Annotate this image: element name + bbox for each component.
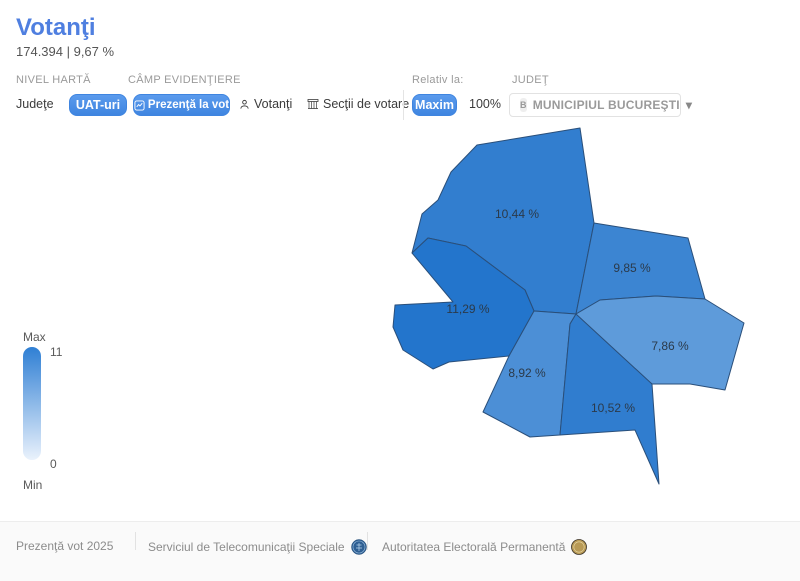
svg-text:7,86 %: 7,86 % — [651, 339, 689, 353]
svg-text:9,85 %: 9,85 % — [613, 261, 651, 275]
svg-text:10,44 %: 10,44 % — [495, 207, 539, 221]
svg-text:8,92 %: 8,92 % — [508, 366, 546, 380]
svg-text:10,52 %: 10,52 % — [591, 401, 635, 415]
svg-text:11,29 %: 11,29 % — [446, 302, 489, 316]
